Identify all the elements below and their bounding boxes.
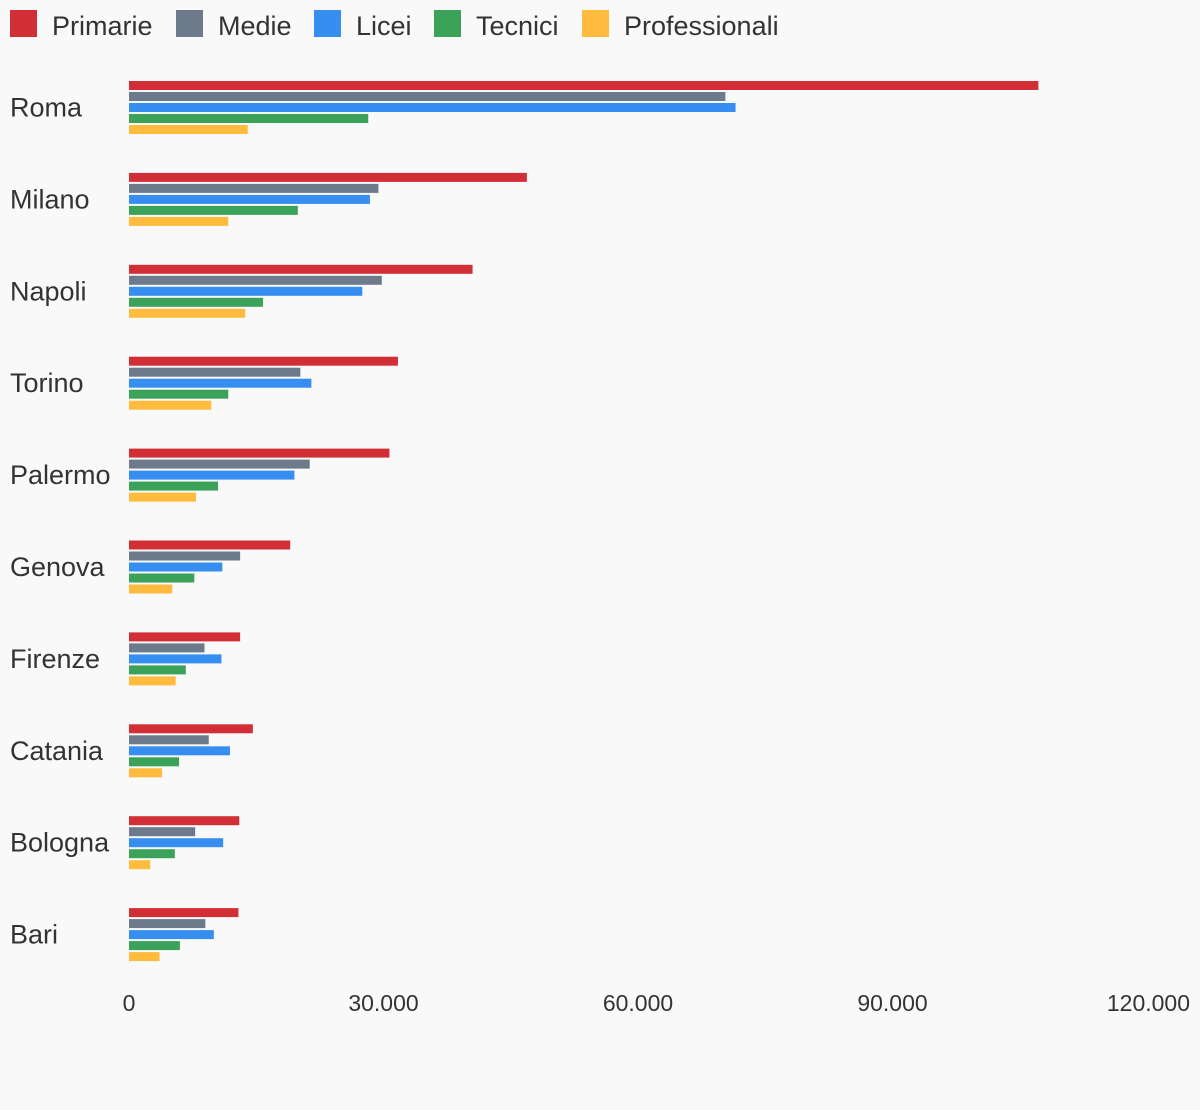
legend-label: Medie [218, 11, 292, 41]
bar [129, 654, 222, 664]
tick-label: 30.000 [348, 990, 418, 1016]
bar-group [129, 264, 473, 318]
legend-item: Tecnici [434, 10, 559, 41]
legend-item: Licei [314, 10, 412, 41]
chart-legend: Primarie Medie Licei Tecnici Professionali [10, 10, 779, 41]
bar [129, 908, 239, 918]
bar [129, 632, 241, 642]
legend-item: Primarie [10, 10, 153, 41]
category-label: Milano [10, 184, 90, 214]
bar [129, 125, 248, 134]
bar [129, 470, 295, 480]
bar-group [129, 816, 240, 870]
legend-item: Professionali [582, 10, 779, 41]
bar [129, 400, 212, 410]
category-labels: Roma Milano Napoli Torino Palermo Genova Firen… [10, 93, 111, 950]
legend-item: Medie [176, 10, 292, 41]
bar [129, 194, 370, 204]
bar-group [129, 448, 390, 502]
bar-group [129, 540, 291, 594]
bar [129, 735, 209, 745]
legend-swatch [434, 10, 461, 37]
tick-label: 60.000 [603, 990, 673, 1016]
legend-swatch [10, 10, 37, 37]
bar [129, 584, 173, 594]
bar [129, 941, 180, 951]
bar [129, 768, 163, 778]
bar [129, 308, 246, 318]
bar [129, 378, 312, 388]
bar [129, 459, 310, 469]
bar [129, 930, 214, 940]
bar [129, 92, 726, 101]
bar-groups [129, 81, 1039, 962]
category-label: Catania [10, 736, 104, 766]
bar-group [129, 172, 527, 226]
bar-group [129, 724, 253, 778]
category-label: Bologna [10, 828, 110, 858]
bar [129, 389, 229, 399]
bar [129, 81, 1039, 90]
legend-label: Licei [356, 11, 412, 41]
legend-swatch [176, 10, 203, 37]
category-label: Torino [10, 368, 84, 398]
bar [129, 481, 219, 491]
legend-label: Professionali [624, 11, 779, 41]
tick-label: 0 [123, 990, 136, 1016]
bar [129, 356, 398, 366]
legend-swatch [582, 10, 609, 37]
bar [129, 216, 229, 226]
tick-label: 90.000 [857, 990, 927, 1016]
bar [129, 665, 186, 675]
bar [129, 746, 230, 756]
bar [129, 540, 291, 550]
category-label: Palermo [10, 460, 111, 490]
bar [129, 264, 473, 274]
bar [129, 297, 264, 307]
x-axis: 0 30.000 60.000 90.000 120.000 [123, 990, 1190, 1016]
bar [129, 114, 369, 123]
bar [129, 952, 160, 962]
bar [129, 838, 224, 848]
bar-group [129, 908, 239, 962]
bar [129, 205, 298, 215]
legend-swatch [314, 10, 341, 37]
bar [129, 103, 736, 112]
category-label: Roma [10, 93, 83, 123]
bar [129, 448, 390, 458]
category-label: Napoli [10, 276, 87, 306]
bar-group [129, 356, 398, 410]
tick-label: 120.000 [1107, 990, 1190, 1016]
bar [129, 183, 379, 193]
bar [129, 676, 176, 686]
legend-label: Tecnici [476, 11, 559, 41]
bar [129, 860, 151, 870]
bar [129, 816, 240, 826]
legend-label: Primarie [52, 11, 153, 41]
bar [129, 573, 195, 583]
bar [129, 172, 527, 182]
bar [129, 827, 196, 837]
bar [129, 275, 382, 285]
bar [129, 643, 205, 653]
bar [129, 849, 175, 859]
category-label: Firenze [10, 644, 100, 674]
bar [129, 367, 301, 377]
bar-group [129, 81, 1039, 134]
bar [129, 551, 241, 561]
bar [129, 286, 363, 296]
bar [129, 757, 180, 767]
category-label: Bari [10, 920, 58, 950]
category-label: Genova [10, 552, 106, 582]
bar-group [129, 632, 241, 686]
bar [129, 919, 206, 929]
bar [129, 492, 197, 502]
bar [129, 724, 253, 734]
bar [129, 562, 223, 572]
